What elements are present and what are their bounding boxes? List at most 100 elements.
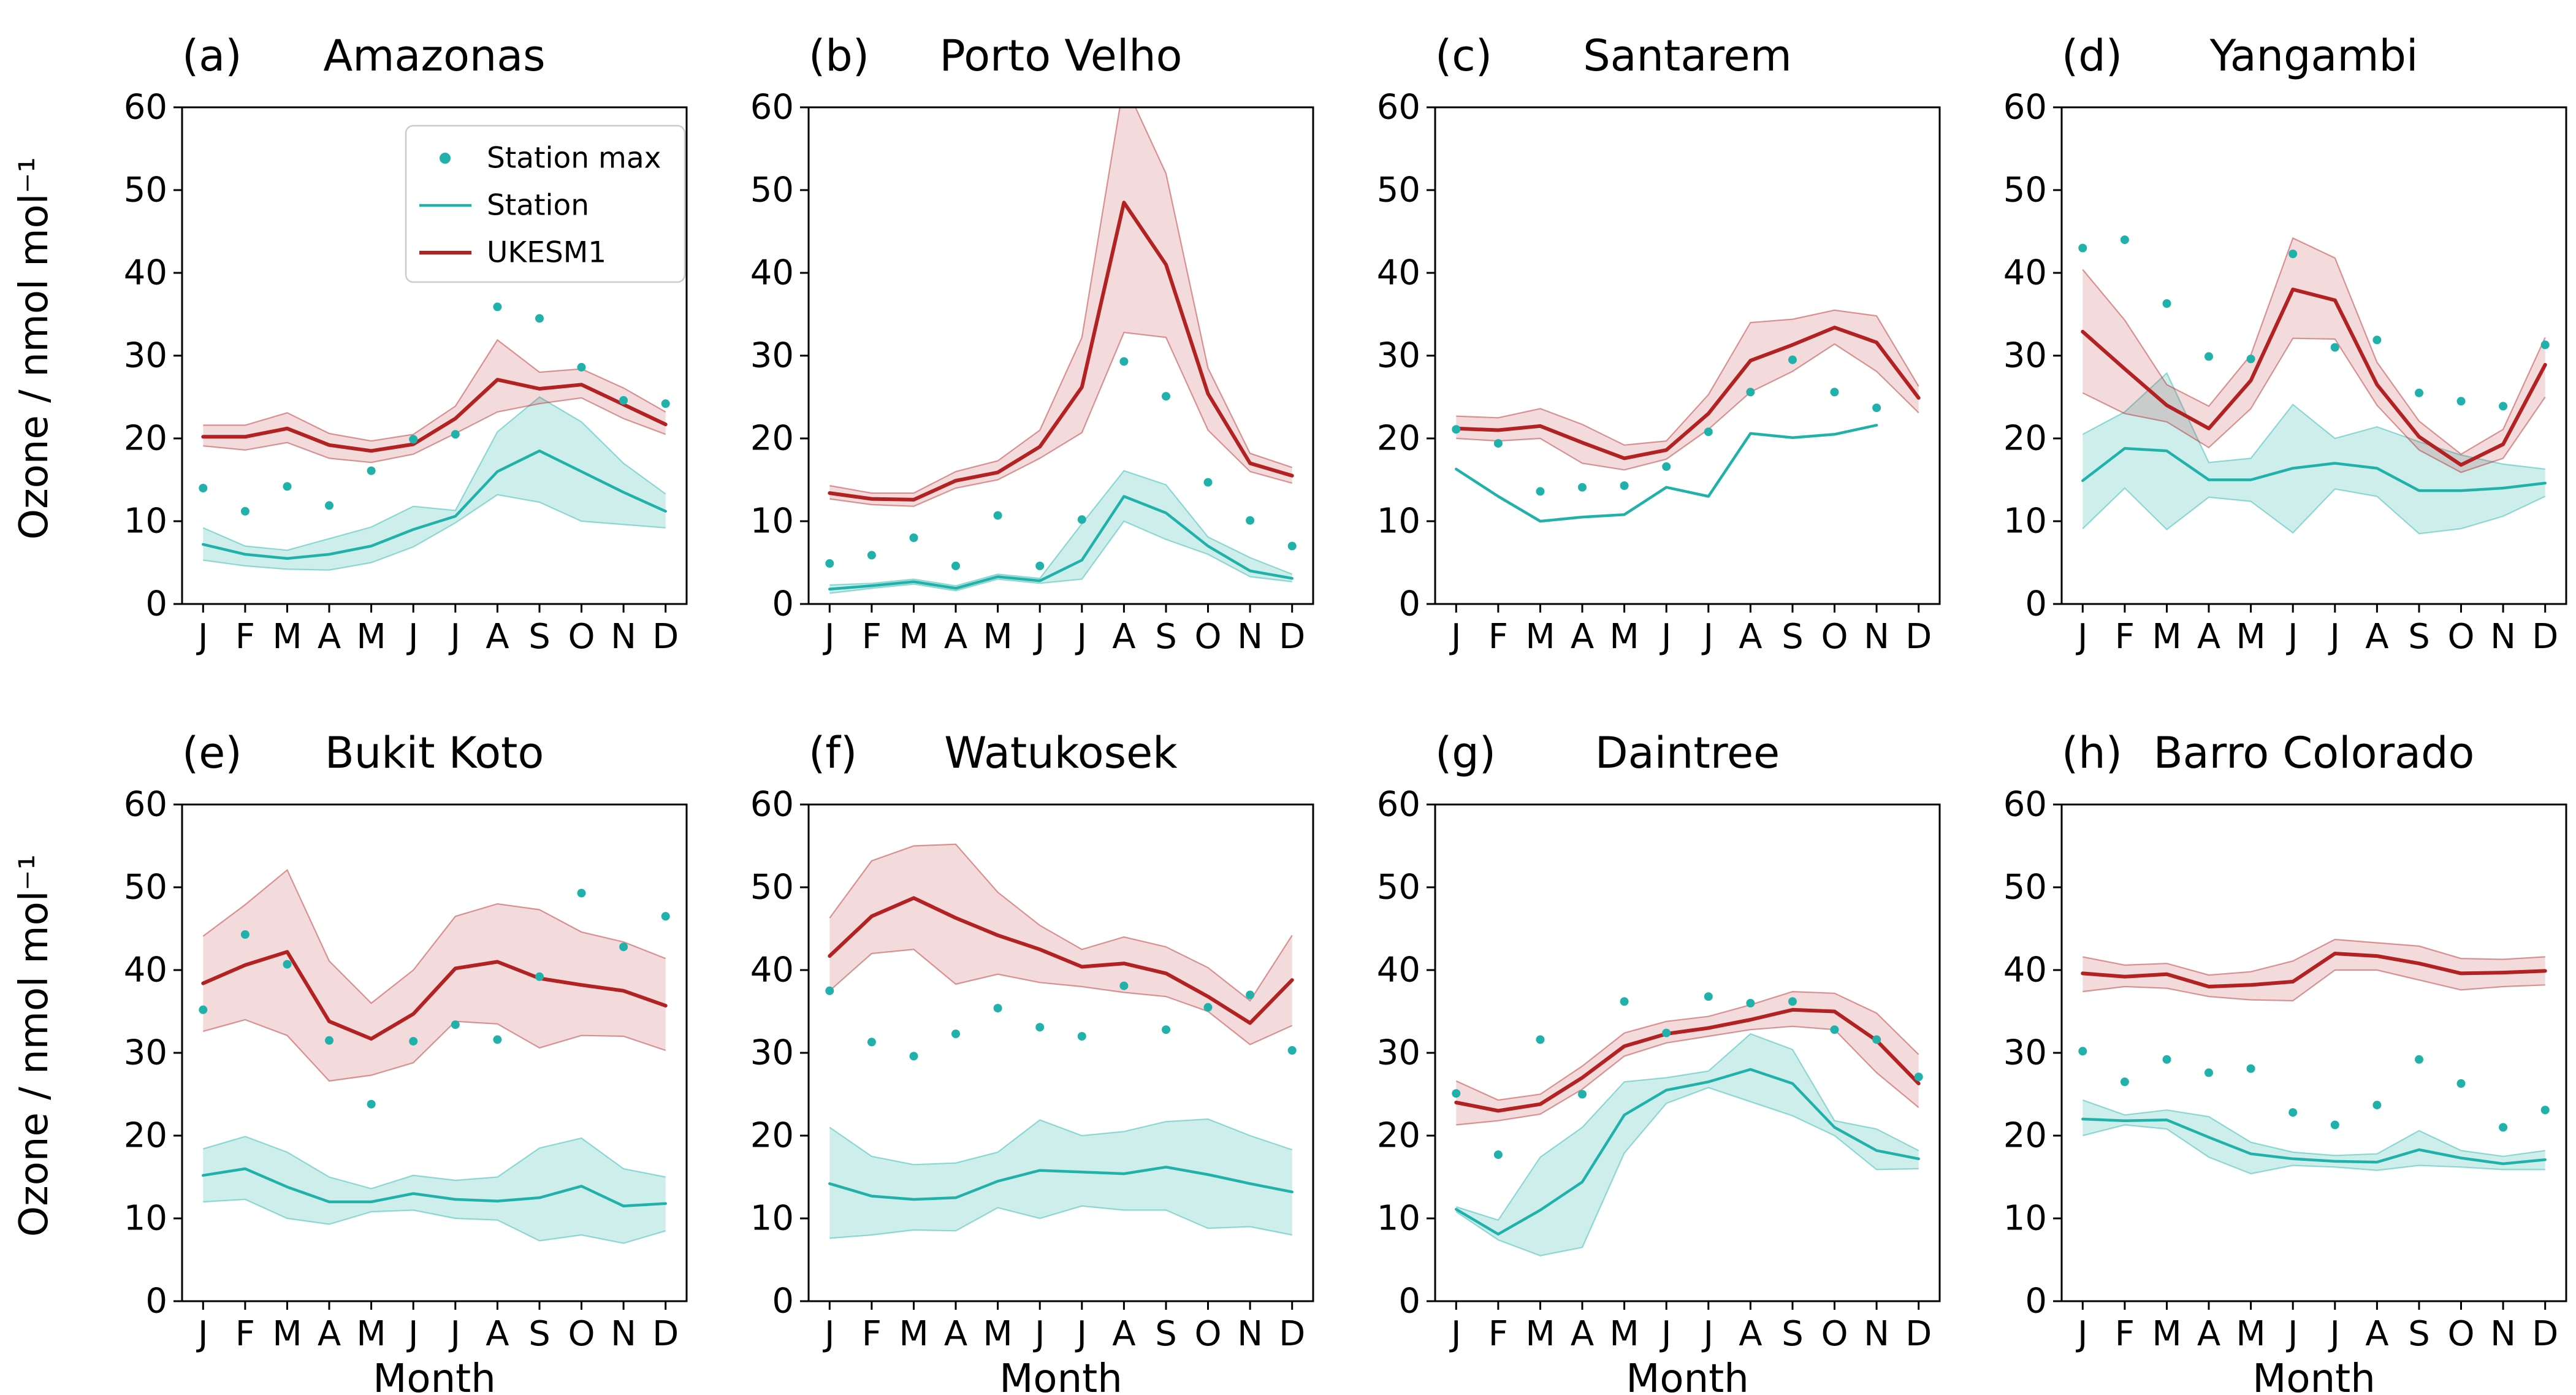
- x-tick-label: D: [2532, 617, 2558, 657]
- x-tick-label: A: [1739, 617, 1762, 657]
- x-tick-label: D: [1905, 617, 1932, 657]
- station-max-dot: [2540, 340, 2550, 350]
- station-max-dot: [1704, 427, 1713, 437]
- y-tick-label: 20: [1377, 1116, 1420, 1156]
- x-tick-label: J: [196, 1314, 208, 1354]
- station-max-dot: [2288, 250, 2298, 258]
- x-tick-label: N: [1864, 617, 1889, 657]
- legend: Station max Station UKESM1: [405, 124, 686, 283]
- station-max-dot: [909, 1052, 918, 1061]
- y-tick-label: 0: [145, 1282, 167, 1321]
- station-max-dot: [409, 435, 418, 444]
- y-tick-label: 50: [1377, 170, 1420, 210]
- station-max-dot: [199, 1005, 208, 1014]
- station-max-dot: [867, 551, 876, 560]
- station-max-dot: [2415, 1055, 2423, 1064]
- x-tick-label: M: [2152, 1314, 2181, 1354]
- y-tick-label: 50: [1377, 868, 1420, 908]
- station-max-dot: [367, 1099, 376, 1109]
- x-tick-label: F: [2115, 1314, 2135, 1354]
- x-tick-label: J: [449, 1314, 461, 1354]
- station-max-dot: [2540, 1106, 2550, 1115]
- station-max-dot: [325, 501, 333, 510]
- station-max-dot: [409, 1037, 418, 1046]
- x-tick-label: J: [1075, 1314, 1088, 1354]
- ukesm1-band: [2083, 238, 2545, 473]
- x-tick-label: J: [1449, 617, 1461, 657]
- station-band: [203, 1136, 666, 1244]
- panel-label: (g): [1435, 728, 1496, 778]
- x-tick-label: F: [1488, 617, 1508, 657]
- station-line: [2081, 1117, 2547, 1166]
- x-tick-label: A: [2365, 617, 2388, 657]
- x-tick-label: M: [2236, 1314, 2265, 1354]
- y-tick-label: 10: [124, 1199, 167, 1239]
- y-tick-label: 30: [124, 1033, 167, 1073]
- station-max-dot: [661, 399, 670, 408]
- x-tick-label: O: [2447, 617, 2474, 657]
- y-tick-label: 10: [124, 502, 167, 541]
- panel-label: (b): [809, 31, 869, 81]
- x-tick-label: D: [652, 617, 679, 657]
- x-tick-label: J: [2076, 1314, 2088, 1354]
- station-line: [1455, 1068, 1920, 1236]
- axes-frame: [2060, 803, 2567, 1302]
- station-max-dot: [1872, 403, 1881, 413]
- station-max-dot: [1035, 561, 1045, 570]
- station-band: [829, 470, 1292, 594]
- station-max-dot: [2078, 1047, 2087, 1056]
- x-tick-label: A: [1739, 1314, 1762, 1354]
- station-max-dot: [2372, 335, 2382, 345]
- panel-daintree: (g) Daintree 0 10 20 30 40 50 60 J F M A M J J A S O N D Mont…: [1322, 697, 1948, 1394]
- station-band: [1456, 1034, 1919, 1256]
- y-tick-label: 20: [750, 1116, 794, 1156]
- station-max-dot: [1162, 1025, 1170, 1034]
- ukesm1-line: [828, 896, 1294, 1025]
- station-max-dot: [1452, 1089, 1461, 1098]
- station-max-dot: [1914, 1072, 1923, 1082]
- x-tick-label: A: [486, 617, 509, 657]
- x-tick-label: J: [1449, 1314, 1461, 1354]
- x-tick-label: M: [1525, 1314, 1555, 1354]
- x-tick-label: J: [406, 617, 419, 657]
- y-axis-title: Ozone / nmol mol⁻¹: [12, 157, 57, 540]
- station-max-dot: [367, 466, 376, 475]
- y-tick-label: 0: [2025, 1282, 2047, 1321]
- station-max-dot: [2499, 1123, 2508, 1132]
- station-max-dot: [1077, 515, 1086, 524]
- x-tick-label: J: [449, 617, 461, 657]
- station-max-dot: [493, 302, 502, 311]
- station-max-dot: [825, 559, 834, 568]
- x-tick-label: F: [1488, 1314, 1508, 1354]
- ukesm1-band: [203, 869, 666, 1081]
- station-max-dot: [867, 1038, 876, 1047]
- x-axis-title: Month: [373, 1356, 496, 1394]
- y-tick-label: 50: [124, 868, 167, 908]
- station-max-dot: [283, 960, 292, 969]
- x-tick-label: J: [2286, 1314, 2298, 1354]
- panel-watukosek: (f) Watukosek 0 10 20 30 40 50 60 J F M A M J J A S O N D Mon…: [695, 697, 1322, 1394]
- x-tick-label: M: [272, 617, 302, 657]
- y-axis-title: Ozone / nmol mol⁻¹: [12, 854, 57, 1237]
- x-tick-label: O: [1194, 617, 1221, 657]
- y-axis-label-strip-row2: Ozone / nmol mol⁻¹: [0, 697, 69, 1394]
- panel-barro-colorado: (h) Barro Colorado 0 10 20 30 40 50 60 J F M A M J J A S O…: [1948, 697, 2575, 1394]
- x-tick-label: J: [406, 1314, 419, 1354]
- x-tick-label: N: [1864, 1314, 1889, 1354]
- x-tick-label: A: [318, 617, 341, 657]
- x-tick-label: F: [235, 617, 255, 657]
- x-tick-label: M: [899, 617, 928, 657]
- y-tick-label: 50: [124, 170, 167, 210]
- x-tick-label: A: [2365, 1314, 2388, 1354]
- panel-label: (e): [182, 728, 242, 778]
- x-tick-label: S: [528, 1314, 551, 1354]
- x-tick-label: N: [1237, 617, 1263, 657]
- y-tick-label: 40: [2003, 253, 2047, 293]
- y-tick-label: 60: [1377, 785, 1420, 825]
- x-tick-label: J: [2328, 617, 2341, 657]
- station-max-dot: [951, 561, 960, 570]
- y-tick-label: 0: [1398, 584, 1420, 624]
- station-max-dot: [2120, 235, 2129, 244]
